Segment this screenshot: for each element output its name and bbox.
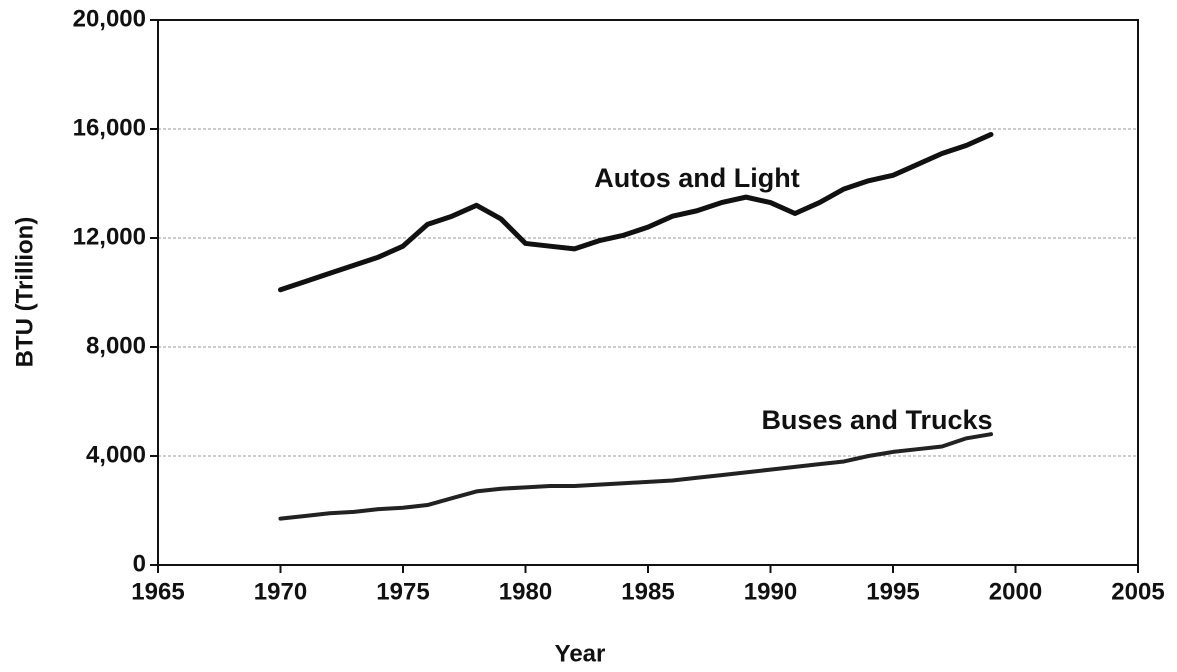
x-tick-label: 2000 [989,578,1042,605]
x-tick-label: 1980 [499,578,552,605]
series-line [278,131,994,293]
series-label: Autos and Light [594,163,799,193]
series-line [278,432,993,521]
x-tick-label: 1970 [254,578,307,605]
y-tick-label: 20,000 [73,5,146,32]
plot-frame [157,19,1139,566]
x-tick-label: 1995 [866,578,919,605]
y-tick-label: 12,000 [73,223,146,250]
y-tick-label: 0 [133,550,146,577]
series-label: Buses and Trucks [761,405,992,435]
y-tick-label: 8,000 [86,332,146,359]
x-tick-label: 1975 [376,578,429,605]
x-tick-label: 1985 [621,578,674,605]
y-tick-label: 16,000 [73,114,146,141]
y-axis-label: BTU (Trillion) [11,217,38,368]
x-axis-label: Year [555,640,606,667]
x-tick-label: 1965 [131,578,184,605]
y-tick-label: 4,000 [86,441,146,468]
x-tick-label: 2005 [1111,578,1164,605]
x-tick-label: 1990 [744,578,797,605]
